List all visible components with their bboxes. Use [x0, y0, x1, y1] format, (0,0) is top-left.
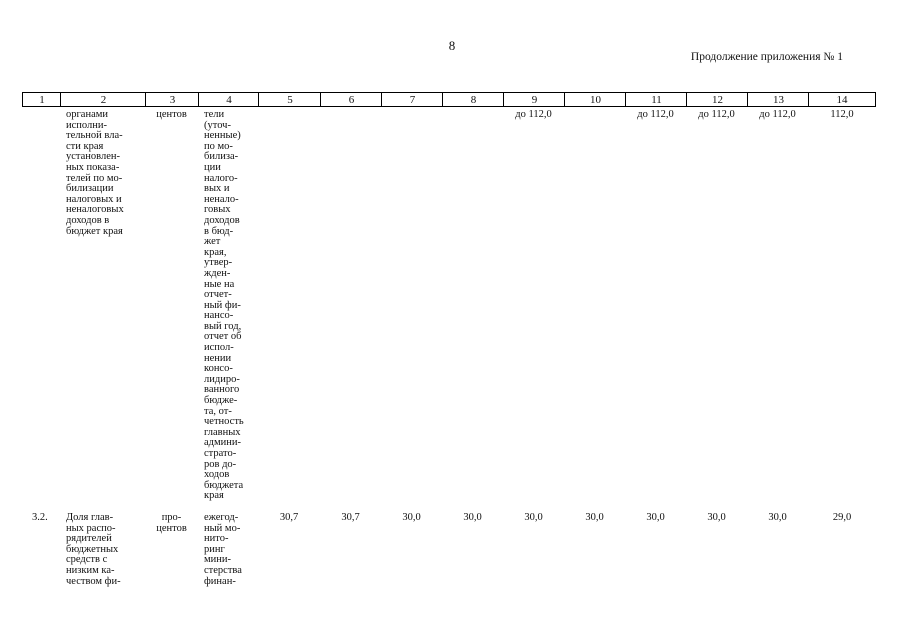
table-cell: 30,7: [341, 512, 360, 523]
header-cell: 1: [22, 92, 61, 107]
table-cell: 29,0: [832, 512, 852, 523]
table-cell: центов: [156, 109, 187, 120]
table-cell: Доля глав- ных распо- рядителей бюджетны…: [66, 512, 121, 587]
header-cell: 11: [625, 92, 687, 107]
table-cell: органами исполни- тельной вла- сти края …: [66, 109, 124, 237]
table-cell: 30,0: [646, 512, 665, 523]
header-cell: 3: [145, 92, 199, 107]
table-cell: до 112,0: [759, 109, 796, 120]
header-cell: 9: [503, 92, 565, 107]
table-cell: 30,0: [585, 512, 604, 523]
table-cell: 30,0: [707, 512, 726, 523]
table-cell: про- центов: [156, 512, 187, 534]
table-cell: 30,7: [279, 512, 299, 523]
header-cell: 7: [381, 92, 443, 107]
table-cell: 30,0: [463, 512, 482, 523]
table-cell: тели (уточ- ненные) по мо- билиза- ции н…: [204, 109, 244, 502]
header-cell: 10: [564, 92, 626, 107]
caption: Продолжение приложения № 1: [690, 51, 843, 63]
header-cell: 14: [808, 92, 876, 107]
table-cell: 30,0: [524, 512, 543, 523]
header-cell: 2: [60, 92, 146, 107]
table-cell: 112,0: [830, 109, 854, 120]
header-cell: 13: [747, 92, 809, 107]
table-cell: до 112,0: [698, 109, 735, 120]
table-cell: 3.2.: [32, 512, 48, 523]
table-cell: до 112,0: [637, 109, 674, 120]
header-cell: 8: [442, 92, 504, 107]
header-cell: 4: [198, 92, 259, 107]
page-number: 8: [448, 38, 456, 53]
table-cell: 30,0: [402, 512, 421, 523]
header-cell: 6: [320, 92, 382, 107]
header-cell: 12: [686, 92, 748, 107]
table-cell: до 112,0: [515, 109, 552, 120]
table-cell: ежегод- ный мо- нито- ринг мини- стерств…: [204, 512, 242, 587]
table-cell: 30,0: [768, 512, 787, 523]
header-cell: 5: [258, 92, 321, 107]
